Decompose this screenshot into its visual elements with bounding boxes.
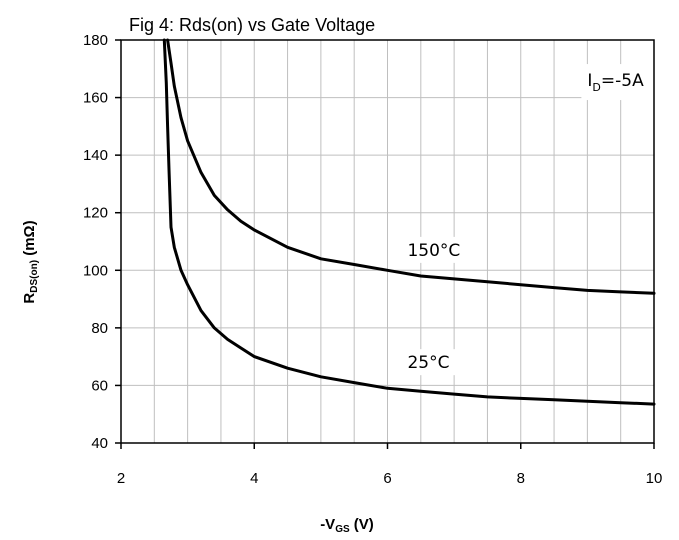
y-tick-label: 140 — [83, 147, 108, 164]
x-tick-label: 6 — [383, 470, 391, 487]
y-tick-label: 80 — [91, 320, 108, 337]
x-axis-label-prefix: -V — [320, 516, 335, 533]
x-tick-label: 8 — [517, 470, 525, 487]
y-tick-label: 40 — [91, 435, 108, 452]
x-axis-label-subscript: GS — [335, 524, 350, 535]
series-label-background — [403, 349, 466, 376]
y-tick-label: 60 — [91, 377, 108, 394]
series-line-150c — [166, 38, 656, 295]
y-axis-label-suffix: (mΩ) — [21, 220, 38, 260]
annotation-suffix: =-5A — [601, 71, 644, 91]
x-tick-label: 2 — [117, 470, 125, 487]
y-tick-label: 160 — [83, 90, 108, 107]
tick-layer: 40 60 80 100 120 140 160 180 2 4 6 8 10 — [83, 32, 662, 487]
chart-title: Fig 4: Rds(on) vs Gate Voltage — [129, 15, 375, 35]
grid-layer — [120, 39, 655, 444]
y-tick-label: 180 — [83, 32, 108, 49]
current-annotation: ID=-5A — [587, 71, 644, 94]
y-tick-label: 100 — [83, 262, 108, 279]
series-label: 25°C — [407, 353, 449, 373]
label-background-layer — [403, 64, 679, 376]
x-tick-label: 10 — [646, 470, 663, 487]
annotation-subscript: D — [592, 81, 600, 94]
annotation-prefix: I — [587, 71, 592, 91]
series-label-background — [403, 236, 466, 263]
y-axis-label-subscript: DS(on) — [29, 260, 40, 293]
annotation-background — [581, 64, 679, 101]
y-axis-label: RDS(on) (mΩ) — [21, 220, 40, 303]
series-label: 150°C — [407, 241, 460, 261]
x-tick-label: 4 — [250, 470, 258, 487]
title-background — [122, 12, 452, 38]
x-axis-label: -VGS (V) — [320, 516, 374, 535]
x-axis-label-suffix: (V) — [350, 516, 374, 533]
y-axis-label-prefix: R — [21, 293, 38, 304]
curve-layer — [162, 38, 656, 406]
y-tick-label: 120 — [83, 205, 108, 222]
series-line-25c — [162, 38, 656, 406]
